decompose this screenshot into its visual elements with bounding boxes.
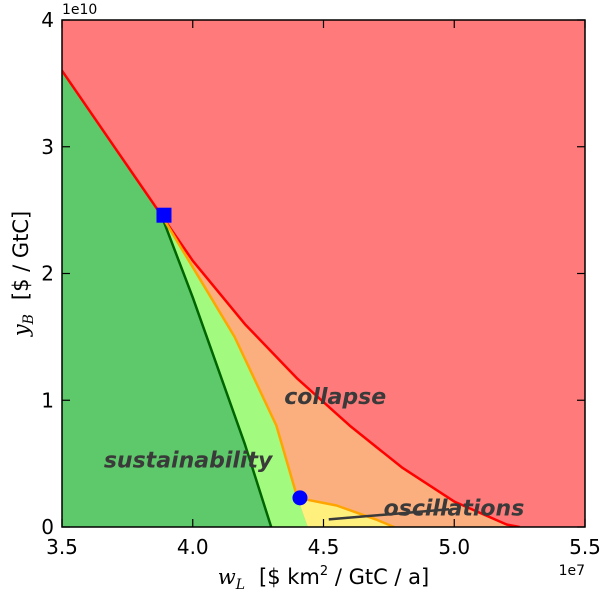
annotation-collapse: collapse (284, 385, 386, 410)
x-tick-label: 4.0 (177, 535, 209, 559)
y-tick-label: 4 (41, 8, 54, 32)
y-axis-exponent-label: 1e10 (62, 2, 97, 18)
y-axis-label: yB [$ / GtC] (9, 211, 37, 338)
y-tick-label: 1 (41, 388, 54, 412)
region-yellow-zone (297, 497, 395, 527)
y-axis-ticks: 0 1 2 3 4 (41, 8, 585, 539)
y-axis-var-sub: B (21, 314, 37, 325)
markers-layer (156, 207, 308, 506)
x-axis-rest: / GtC / a] (328, 565, 429, 589)
circle-marker (292, 490, 308, 506)
boundary-lines-layer (62, 69, 520, 527)
x-tick-label: 5.5 (569, 535, 601, 559)
annotation-sustainability: sustainability (104, 448, 274, 473)
regions-layer (62, 20, 585, 527)
x-axis-var: w (218, 565, 236, 589)
line-orange-boundary (160, 214, 299, 499)
annotations-layer: collapse sustainability oscillations (104, 385, 524, 522)
y-axis-text: [$ / GtC] (9, 211, 33, 300)
x-axis-var-sub: L (235, 577, 245, 593)
region-sustainability (62, 70, 272, 527)
y-tick-label: 3 (41, 135, 54, 159)
square-marker (156, 207, 172, 223)
line-collapse-boundary (62, 69, 520, 527)
line-sustainability-boundary (160, 214, 273, 527)
y-tick-label: 0 (41, 515, 54, 539)
region-orange-zone (161, 215, 515, 527)
annotation-oscillations: oscillations (384, 497, 525, 522)
x-axis-text: [$ km (259, 565, 320, 589)
x-axis-exponent-label: 1e7 (559, 563, 585, 579)
line-oscillation-boundary (297, 496, 395, 527)
x-tick-label: 4.5 (308, 535, 340, 559)
x-axis-label: wL [$ km2 / GtC / a] (218, 564, 430, 593)
annotation-pointer-oscillations (328, 508, 450, 521)
y-tick-label: 2 (41, 262, 54, 286)
x-tick-label: 3.5 (46, 535, 78, 559)
y-axis-var: y (9, 323, 33, 337)
x-axis-sup: 2 (320, 564, 328, 579)
region-light-green-zone (161, 215, 308, 527)
x-axis-ticks: 3.5 4.0 4.5 5.0 5.5 (46, 20, 601, 559)
x-tick-label: 5.0 (438, 535, 470, 559)
